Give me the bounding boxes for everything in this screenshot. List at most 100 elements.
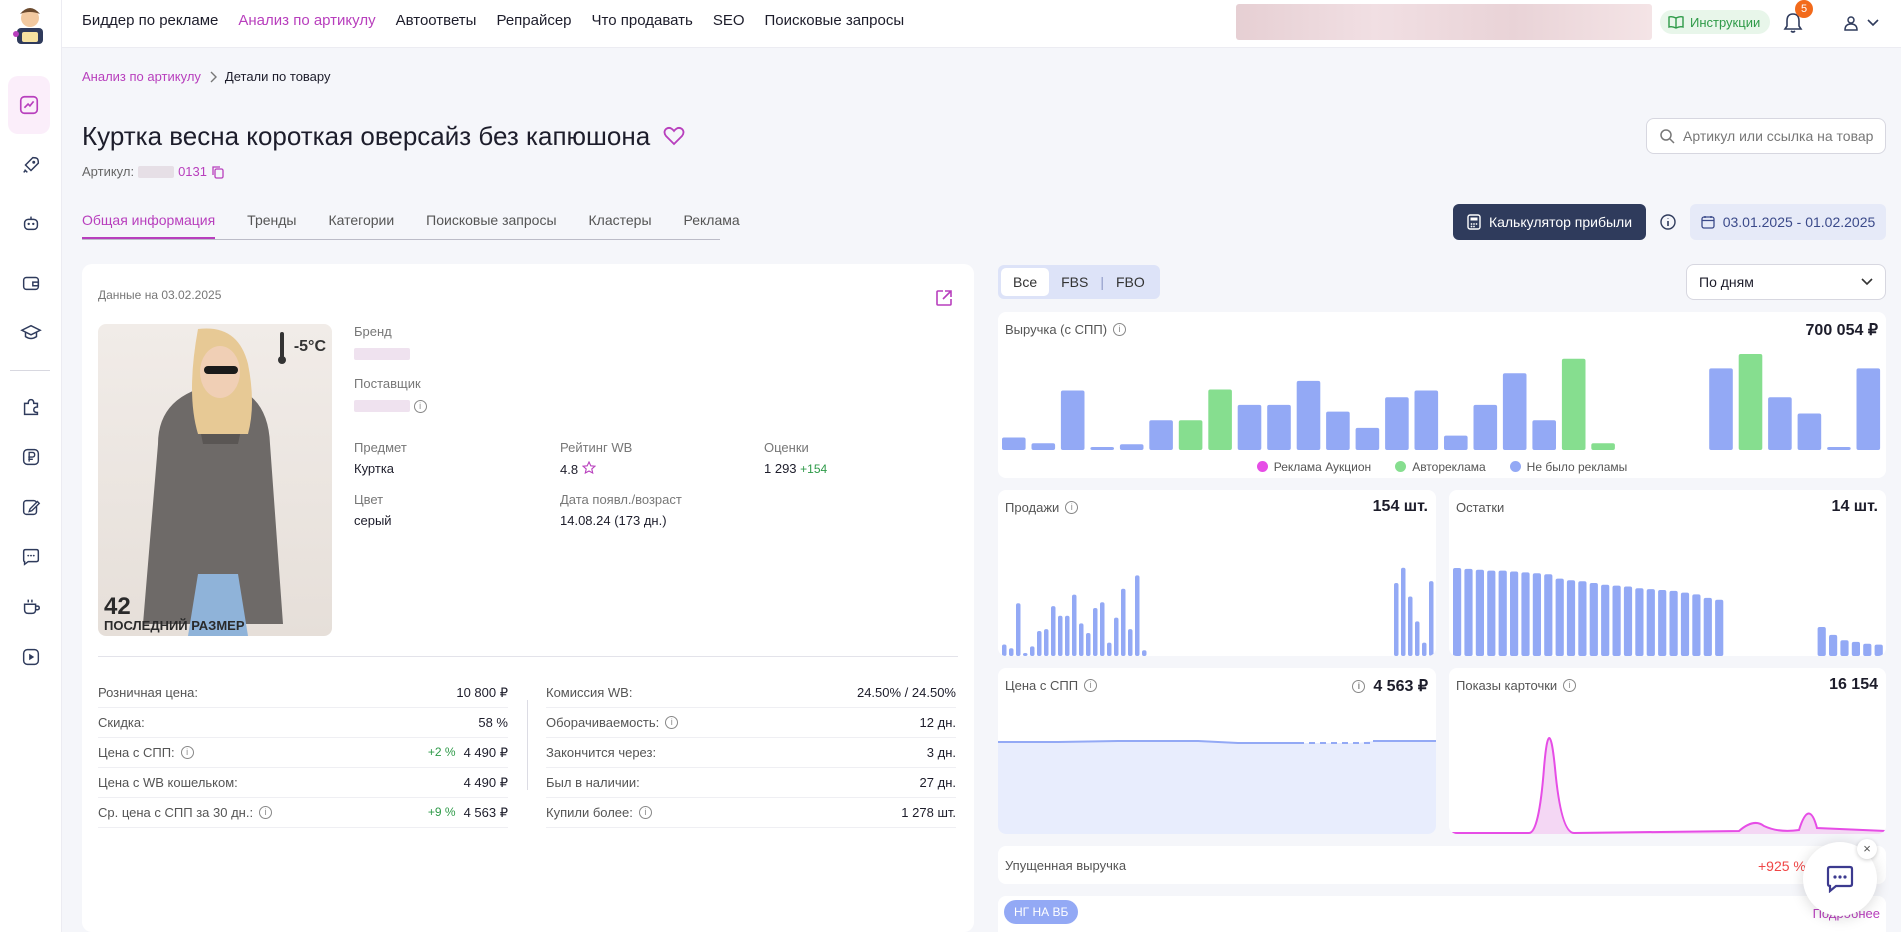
sales-bar[interactable] bbox=[1023, 653, 1028, 656]
stock-bar[interactable] bbox=[1692, 594, 1701, 656]
revenue-bar[interactable] bbox=[1473, 404, 1498, 450]
revenue-bar[interactable] bbox=[1355, 427, 1380, 450]
revenue-bar[interactable] bbox=[1119, 444, 1144, 450]
sales-bar[interactable] bbox=[1051, 606, 1056, 656]
sales-bar[interactable] bbox=[1422, 642, 1427, 656]
revenue-bar[interactable] bbox=[1149, 420, 1173, 450]
sales-bar[interactable] bbox=[1079, 623, 1084, 656]
stock-bar[interactable] bbox=[1635, 588, 1644, 656]
sales-bar[interactable] bbox=[1401, 567, 1406, 656]
sidebar-item-learning[interactable] bbox=[16, 318, 46, 348]
stock-bar[interactable] bbox=[1840, 640, 1849, 656]
revenue-bar[interactable] bbox=[1326, 411, 1350, 450]
info-icon[interactable]: i bbox=[180, 746, 194, 759]
chat-close-icon[interactable]: × bbox=[1857, 839, 1877, 859]
sidebar-item-finance[interactable] bbox=[16, 442, 46, 472]
stock-bar[interactable] bbox=[1578, 581, 1587, 656]
sales-bar[interactable] bbox=[1408, 596, 1413, 657]
info-icon[interactable]: i bbox=[1352, 679, 1366, 693]
sales-bar[interactable] bbox=[1065, 615, 1070, 656]
stock-bar[interactable] bbox=[1851, 641, 1860, 656]
nav-item-5[interactable]: SEO bbox=[712, 12, 745, 29]
stock-bar[interactable] bbox=[1544, 574, 1553, 656]
revenue-bar[interactable] bbox=[1797, 413, 1822, 451]
stock-bar[interactable] bbox=[1612, 585, 1621, 656]
logo[interactable] bbox=[8, 4, 52, 50]
revenue-bar[interactable] bbox=[1296, 380, 1321, 450]
sidebar-item-promo[interactable] bbox=[16, 150, 46, 180]
stock-bar[interactable] bbox=[1521, 572, 1530, 656]
tab-3[interactable]: Поисковые запросы bbox=[426, 212, 557, 228]
sidebar-item-coffee[interactable] bbox=[16, 592, 46, 622]
sales-bar[interactable] bbox=[1016, 603, 1021, 656]
stock-bar[interactable] bbox=[1510, 571, 1519, 657]
stock-bar[interactable] bbox=[1532, 573, 1541, 656]
sales-bar[interactable] bbox=[1394, 583, 1399, 656]
stock-bar[interactable] bbox=[1817, 627, 1826, 656]
sidebar-item-messages[interactable] bbox=[16, 542, 46, 572]
revenue-bar[interactable] bbox=[1444, 435, 1468, 450]
stock-bar[interactable] bbox=[1715, 599, 1724, 656]
user-menu-button[interactable] bbox=[1832, 6, 1890, 40]
legend-auction[interactable]: Реклама Аукцион bbox=[1256, 460, 1371, 474]
stock-bar[interactable] bbox=[1874, 644, 1883, 656]
sales-bar[interactable] bbox=[1002, 644, 1007, 657]
info-icon[interactable] bbox=[1658, 212, 1678, 232]
stock-bar[interactable] bbox=[1498, 570, 1507, 656]
sidebar-item-bots[interactable] bbox=[16, 208, 46, 238]
nav-item-6[interactable]: Поисковые запросы bbox=[764, 12, 905, 29]
stock-bar[interactable] bbox=[1703, 597, 1712, 656]
breadcrumb-parent-link[interactable]: Анализ по артикулу bbox=[82, 69, 201, 84]
sales-bar[interactable] bbox=[1114, 617, 1119, 656]
revenue-bar[interactable] bbox=[1267, 404, 1291, 450]
revenue-bar[interactable] bbox=[1002, 437, 1026, 451]
tab-2[interactable]: Категории bbox=[328, 212, 395, 228]
revenue-bar[interactable] bbox=[1768, 397, 1792, 450]
revenue-bar[interactable] bbox=[1414, 390, 1439, 451]
info-icon[interactable]: i bbox=[1563, 679, 1577, 692]
stock-bar[interactable] bbox=[1601, 584, 1610, 656]
info-icon[interactable]: i bbox=[638, 806, 652, 819]
sidebar-item-wallet[interactable] bbox=[16, 268, 46, 298]
sales-bar[interactable] bbox=[1058, 615, 1063, 656]
revenue-bar[interactable] bbox=[1385, 397, 1409, 450]
sidebar-item-extension[interactable] bbox=[16, 392, 46, 422]
stock-bar[interactable] bbox=[1566, 580, 1576, 656]
revenue-bar[interactable] bbox=[1856, 368, 1881, 450]
date-range-picker[interactable]: 03.01.2025 - 01.02.2025 bbox=[1690, 204, 1886, 240]
sales-bar[interactable] bbox=[1072, 594, 1077, 656]
tab-5[interactable]: Реклама bbox=[683, 212, 740, 228]
sidebar-item-analytics[interactable] bbox=[8, 76, 50, 134]
sales-bar[interactable] bbox=[1142, 650, 1147, 656]
legend-auto[interactable]: Автореклама bbox=[1395, 460, 1486, 474]
revenue-bar[interactable] bbox=[1031, 443, 1056, 450]
revenue-bar[interactable] bbox=[1738, 354, 1763, 450]
profit-calculator-button[interactable]: Калькулятор прибыли bbox=[1453, 204, 1646, 240]
info-icon[interactable]: i bbox=[1065, 501, 1079, 514]
period-select[interactable]: По дням bbox=[1686, 264, 1886, 300]
tab-1[interactable]: Тренды bbox=[247, 212, 297, 228]
sales-bar[interactable] bbox=[1121, 588, 1126, 656]
sales-bar[interactable] bbox=[1135, 575, 1140, 656]
revenue-bar[interactable] bbox=[1090, 447, 1114, 450]
sales-bar[interactable] bbox=[1044, 629, 1049, 656]
nav-item-1[interactable]: Анализ по артикулу bbox=[238, 12, 376, 29]
article-search-input[interactable]: Артикул или ссылка на товар bbox=[1646, 118, 1886, 154]
info-icon[interactable]: i bbox=[665, 716, 679, 729]
revenue-bar[interactable] bbox=[1060, 390, 1085, 451]
stock-bar[interactable] bbox=[1475, 569, 1484, 656]
sales-bar[interactable] bbox=[1415, 621, 1420, 656]
sales-bar[interactable] bbox=[1107, 642, 1112, 656]
revenue-bar[interactable] bbox=[1532, 420, 1556, 450]
stock-bar[interactable] bbox=[1658, 590, 1667, 656]
sales-bar[interactable] bbox=[1429, 581, 1434, 656]
tab-4[interactable]: Кластеры bbox=[588, 212, 652, 228]
revenue-bar[interactable] bbox=[1561, 358, 1586, 450]
stock-bar[interactable] bbox=[1863, 643, 1872, 656]
favorite-heart-icon[interactable] bbox=[662, 124, 686, 148]
sales-bar[interactable] bbox=[1093, 608, 1098, 656]
revenue-bar[interactable] bbox=[1827, 447, 1851, 450]
nav-item-3[interactable]: Репрайсер bbox=[496, 12, 572, 29]
revenue-bar[interactable] bbox=[1591, 443, 1615, 450]
info-icon[interactable]: i bbox=[259, 806, 273, 819]
